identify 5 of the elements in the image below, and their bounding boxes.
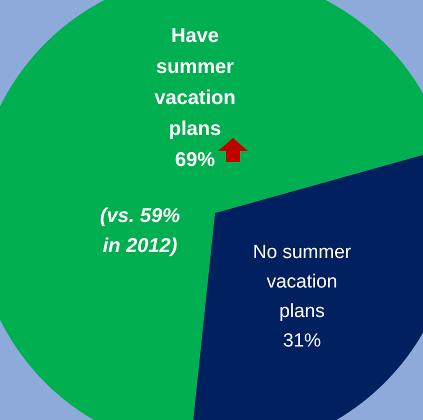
slice-label: No summer vacation plans xyxy=(252,242,352,322)
data-label: 69% xyxy=(174,149,216,171)
slice-label: Have summer vacation plans xyxy=(154,25,236,140)
data-label: 31% xyxy=(282,330,322,352)
text: (vs. 59% in 2012) xyxy=(100,205,180,257)
